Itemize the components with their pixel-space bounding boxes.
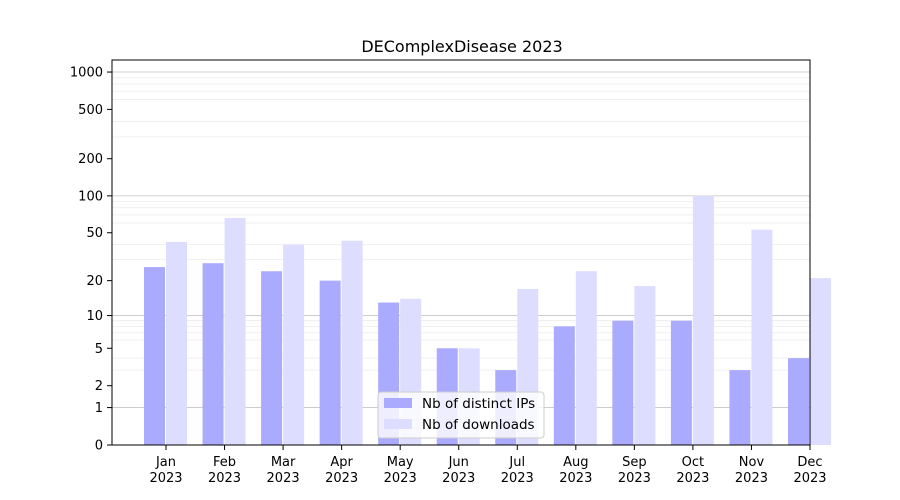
x-tick-label-month: Dec: [797, 455, 822, 470]
legend-label: Nb of distinct IPs: [422, 396, 535, 412]
x-tick-label-year: 2023: [384, 471, 417, 486]
bar-ips-feb: [202, 263, 224, 445]
bar-ips-apr: [319, 280, 341, 445]
y-tick-label: 20: [86, 274, 103, 289]
x-tick-label-month: Oct: [682, 455, 704, 470]
bar-ips-sep: [612, 320, 634, 445]
bar-downloads-jan: [166, 241, 187, 445]
bar-ips-dec: [788, 358, 809, 445]
x-tick-label-month: Mar: [271, 455, 296, 470]
x-tick-label-month: Jul: [508, 455, 525, 470]
y-tick-label: 50: [86, 226, 103, 241]
legend-swatch: [384, 419, 412, 429]
legend-box: [377, 391, 545, 439]
x-tick-label-month: May: [387, 455, 414, 470]
x-tick-label-month: Sep: [622, 455, 647, 470]
plot-frame: [111, 59, 811, 446]
x-tick-label-year: 2023: [735, 471, 768, 486]
x-tick-label-month: Feb: [213, 455, 236, 470]
x-tick-label-month: Nov: [739, 455, 765, 470]
bar-ips-oct: [670, 320, 692, 445]
bar-ips-nov: [729, 370, 751, 445]
legend-label: Nb of downloads: [422, 417, 535, 433]
bar-downloads-feb: [224, 218, 246, 445]
x-tick-label-year: 2023: [676, 471, 709, 486]
bar-ips-jan: [144, 267, 165, 445]
y-axis: 0 1 2 5 10 20 50 100 200 500 1000: [70, 66, 112, 454]
bar-downloads-mar: [283, 244, 305, 445]
legend-swatch: [384, 398, 412, 408]
bar-ips-mar: [261, 271, 283, 445]
x-tick-label-month: Apr: [330, 455, 353, 470]
x-tick-label-month: Aug: [563, 455, 588, 470]
y-tick-label: 200: [78, 152, 103, 167]
y-tick-label: 100: [78, 189, 103, 204]
y-tick-label: 500: [78, 103, 103, 118]
x-tick-label-year: 2023: [149, 471, 182, 486]
x-tick-label-year: 2023: [559, 471, 592, 486]
chart-title: DEComplexDisease 2023: [361, 37, 562, 56]
bar-downloads-apr: [341, 240, 363, 445]
bar-downloads-aug: [575, 271, 597, 445]
y-tick-label: 1: [95, 401, 103, 416]
x-tick-label-month: Jun: [448, 455, 469, 470]
x-tick-label-year: 2023: [618, 471, 651, 486]
bar-downloads-dec: [810, 278, 831, 445]
y-tick-label: 10: [86, 309, 103, 324]
bar-ips-aug: [553, 326, 575, 445]
x-tick-label-month: Jan: [155, 455, 176, 470]
y-tick-label: 1000: [70, 66, 103, 81]
bar-downloads-oct: [692, 195, 714, 445]
x-axis: Jan2023Feb2023Mar2023Apr2023May2023Jun20…: [149, 445, 827, 486]
y-tick-label: 0: [95, 439, 103, 454]
x-tick-label-year: 2023: [325, 471, 358, 486]
x-tick-label-year: 2023: [267, 471, 300, 486]
legend: Nb of distinct IPs Nb of downloads: [377, 391, 545, 439]
x-tick-label-year: 2023: [501, 471, 534, 486]
y-tick-label: 2: [95, 379, 103, 394]
bar-downloads-sep: [634, 286, 656, 445]
x-tick-label-year: 2023: [208, 471, 241, 486]
bar-downloads-nov: [751, 229, 773, 445]
x-tick-label-year: 2023: [793, 471, 826, 486]
y-tick-label: 5: [95, 342, 103, 357]
x-tick-label-year: 2023: [442, 471, 475, 486]
